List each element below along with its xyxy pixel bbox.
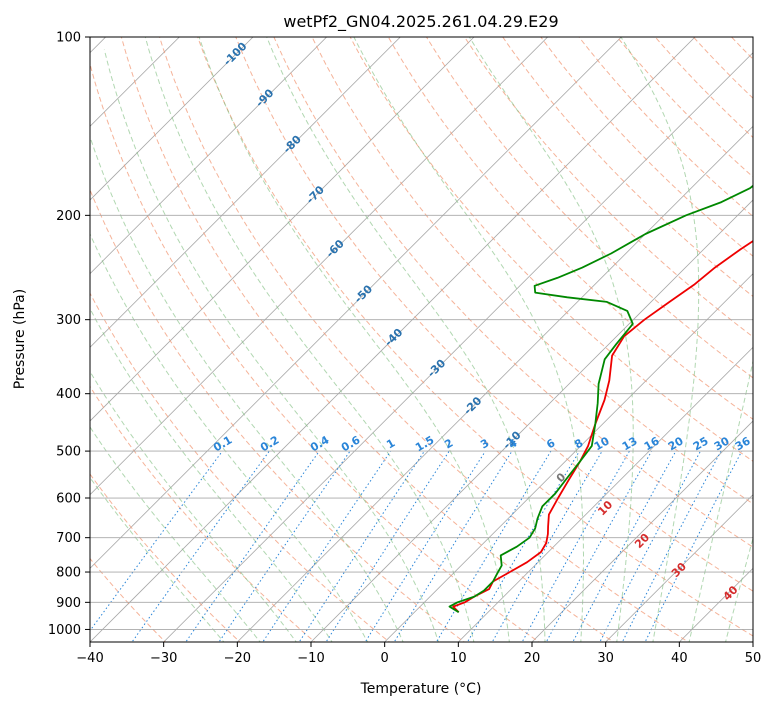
dry-adiabat-line: [159, 37, 690, 642]
isotherm-line: [90, 37, 254, 201]
y-tick-label: 100: [56, 31, 81, 46]
dry-adiabat-line: [235, 37, 753, 592]
dry-adiabat-line: [120, 37, 615, 642]
dry-adiabat-line: [616, 37, 753, 178]
x-tick-label: −20: [224, 651, 251, 666]
mixing-ratio-line: [298, 450, 425, 642]
isotherm-line: [531, 420, 753, 642]
dry-adiabat-line: [502, 37, 753, 298]
isotherm-line: [90, 37, 622, 569]
moist-adiabat-line: [90, 426, 261, 642]
y-tick-label: 600: [56, 492, 81, 507]
y-axis-label: Pressure (hPa): [12, 289, 28, 389]
dry-adiabat-line: [425, 37, 753, 379]
mixing-ratio-line: [572, 450, 677, 642]
y-tick-label: 400: [56, 387, 81, 402]
mixing-ratio-line: [599, 450, 701, 642]
x-axis-label: Temperature (°C): [360, 681, 482, 697]
y-tick-label: 900: [56, 596, 81, 611]
isotherm-line: [90, 37, 328, 275]
y-tick-label: 500: [56, 445, 81, 460]
x-tick-label: 30: [597, 651, 614, 666]
moist-adiabat-line: [90, 232, 369, 642]
isotherm-line: [384, 273, 753, 642]
isotherm-line: [236, 125, 753, 642]
mixing-ratio-line: [262, 450, 392, 642]
profile-series: [448, 184, 753, 613]
dry-adiabat-lines: [90, 25, 775, 644]
mixing-ratio-line: [393, 450, 513, 642]
y-tick-label: 1000: [48, 623, 81, 638]
x-tick-label: 0: [381, 651, 389, 666]
temperature-line: [452, 239, 753, 613]
x-tick-label: 50: [745, 651, 762, 666]
moist-adiabat-line: [90, 476, 225, 642]
isotherm-line: [90, 37, 475, 422]
x-tick-label: 10: [450, 651, 467, 666]
y-tick-label: 700: [56, 531, 81, 546]
dry-adiabat-line: [90, 188, 466, 642]
dry-adiabat-line: [90, 62, 540, 642]
isotherm-line: [90, 37, 696, 642]
x-tick-label: −40: [76, 651, 103, 666]
plot-background: [90, 37, 753, 642]
plot-frame: [89, 36, 754, 643]
isotherm-line: [605, 494, 753, 642]
isotherm-line: [310, 199, 753, 642]
x-tick-label: −30: [150, 651, 177, 666]
dry-adiabat-line: [387, 37, 753, 420]
dry-adiabat-line: [540, 37, 753, 257]
isotherm-line: [90, 37, 549, 496]
x-tick-label: 20: [524, 651, 541, 666]
x-tick-label: 40: [671, 651, 688, 666]
isotherm-line: [457, 346, 753, 642]
dry-adiabat-line: [349, 37, 753, 462]
dry-adiabat-line: [463, 37, 753, 338]
mixing-ratio-line: [185, 450, 320, 642]
moist-adiabat-line: [90, 370, 297, 642]
pressure-grid-lines: [90, 37, 753, 630]
dewpoint-line: [448, 184, 753, 613]
isotherm-line: [163, 52, 753, 642]
dry-adiabat-line: [758, 25, 775, 644]
isotherm-lines: [90, 37, 753, 642]
y-tick-label: 800: [56, 566, 81, 581]
y-tick-label: 300: [56, 313, 81, 328]
dry-adiabat-line: [90, 292, 391, 642]
dry-adiabat-line: [197, 37, 753, 637]
mixing-ratio-line: [90, 450, 223, 632]
dry-adiabat-line: [273, 37, 753, 548]
mixing-ratio-line: [325, 450, 450, 642]
mixing-ratio-line: [131, 450, 270, 642]
x-tick-label: −10: [297, 651, 324, 666]
axes: −40 −30 −20 −10 0 10 20 30 40 50 100 200 300 400 500 60…: [48, 31, 761, 667]
mixing-ratio-line: [621, 450, 722, 642]
chart-title: wetPf2_GN04.2025.261.04.29.E29: [283, 12, 558, 32]
mixing-ratio-line: [218, 450, 351, 642]
moist-adiabat-line: [90, 135, 404, 642]
y-tick-label: 200: [56, 209, 81, 224]
mixing-ratio-line: [364, 450, 486, 642]
isotherm-line: [752, 641, 753, 642]
